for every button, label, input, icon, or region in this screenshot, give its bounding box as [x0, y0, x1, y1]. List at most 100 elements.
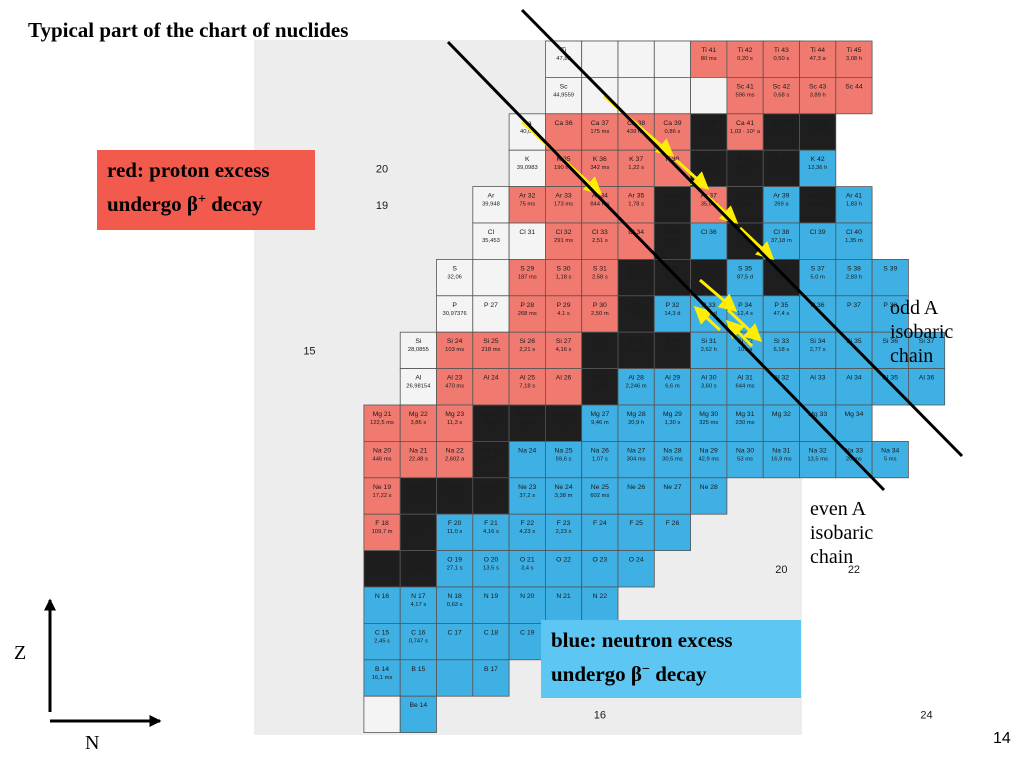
nuclide-symbol: F 19: [412, 520, 426, 527]
nuclide-symbol: Si 31: [701, 338, 717, 345]
nuclide-symbol: Na 32: [809, 447, 827, 454]
nuclide-cell: Mg 24 78,99: [472, 404, 510, 442]
neutron-excess-line2: undergo β− decay: [551, 662, 707, 686]
nuclide-symbol: Na 22: [446, 447, 464, 454]
nuclide-symbol: S: [452, 265, 457, 272]
nuclide-value: 9,46 m: [591, 420, 609, 426]
nuclide-cell: Cl 34: [617, 222, 655, 260]
nuclide-value: 187 ms: [518, 274, 537, 280]
nuclide-value: 0,135: [810, 129, 825, 135]
nuclide-symbol: K 36: [593, 156, 607, 163]
nuclide-cell: Al 25 7,18 s: [508, 368, 546, 406]
nuclide-cell: O 18 0,200: [399, 550, 437, 588]
nuclide-cell: Si 37: [908, 331, 946, 370]
nuclide-symbol: O 19: [447, 557, 462, 564]
nuclide-symbol: Cl 32: [556, 229, 572, 236]
nuclide-symbol: Si: [415, 338, 422, 345]
nuclide-symbol: S 37: [811, 265, 825, 272]
nuclide-symbol: S 31: [593, 265, 607, 272]
nuclide-symbol: O 22: [556, 557, 571, 564]
nuclide-value: 5 ms: [884, 456, 897, 462]
nuclide-symbol: K 42: [811, 156, 825, 163]
nuclide-value: 218 ms: [481, 347, 500, 353]
nuclide-cell: Cl 35,453: [472, 222, 510, 260]
nuclide-symbol: Na 30: [736, 447, 754, 454]
nuclide-cell: Na 28 30,5 ms: [653, 440, 691, 479]
nuclide-cell: C 19: [508, 623, 546, 661]
nuclide-value: 3,86 s: [410, 420, 426, 426]
nuclide-symbol: Mg 31: [736, 411, 755, 418]
nuclide-cell: [617, 40, 655, 78]
nuclide-value: 37,2 s: [519, 493, 535, 499]
nuclide-cell: [436, 659, 474, 697]
nuclide-value: 100: [414, 529, 424, 535]
nuclide-symbol: Al 26: [556, 375, 572, 382]
nuclide-cell: N 18 0,63 s: [436, 586, 474, 624]
page-number: 14: [993, 730, 1011, 747]
nuclide-cell: Na 32 13,5 ms: [799, 440, 837, 479]
nuclide-value: 0,038: [375, 566, 390, 572]
nuclide-symbol: Cl 31: [519, 229, 535, 236]
nuclide-symbol: Ar 35: [628, 193, 644, 200]
nuclide-cell: F 19 100: [399, 513, 437, 552]
nuclide-cell: Cl 40 1,35 m: [835, 222, 873, 260]
nuclide-value: 75 ms: [519, 202, 535, 208]
nuclide-symbol: Ar 36: [664, 193, 680, 200]
nuclide-symbol: Ne 19: [373, 484, 391, 491]
nuclide-value: 325 ms: [699, 420, 718, 426]
nuclide-symbol: Al: [415, 375, 422, 382]
nuclide-value: 1,83 h: [846, 202, 862, 208]
nuclide-cell: K 40 0,0117: [726, 149, 764, 187]
nuclide-cell: Ca 40 96,941: [690, 113, 728, 151]
decay-arrow: [693, 305, 722, 332]
nuclide-symbol: Ti 44: [810, 47, 825, 54]
nuclide-cell: Ar 33 173 ms: [545, 186, 583, 224]
nuclide-cell: Ar 36 0,337: [653, 186, 691, 224]
nuclide-symbol: Ne 28: [700, 484, 718, 491]
nuclide-cell: Ne 28: [690, 477, 728, 515]
nuclide-value: 596 ms: [736, 92, 755, 98]
nuclide-symbol: Si 27: [556, 338, 572, 345]
nuclide-cell: O 23: [581, 550, 619, 588]
nuclide-symbol: Mg 22: [409, 411, 428, 418]
nuclide-cell: Si 28,0855: [399, 331, 437, 370]
nuclide-cell: S 33 0,75: [653, 258, 691, 297]
nuclide-value: 230 ms: [736, 420, 755, 426]
nuclide-cell: Mg 28 20,9 h: [617, 404, 655, 442]
nuclide-symbol: Al 25: [520, 375, 536, 382]
nuclide-value: 2,21 s: [519, 347, 535, 353]
nuclide-symbol: Si 28: [592, 338, 608, 345]
nuclide-value: 100: [595, 384, 605, 390]
nuclide-cell: Ne 24 3,38 m: [545, 477, 583, 515]
nuclide-value: 1,35 m: [845, 238, 863, 244]
nuclide-cell: F 24: [581, 513, 619, 552]
nuclide-symbol: Si 26: [520, 338, 536, 345]
decay-arrow: [738, 226, 775, 261]
nuclide-symbol: Ar 38: [737, 193, 753, 200]
nuclide-symbol: Ar 40: [810, 193, 826, 200]
nuclide-symbol: F 21: [484, 520, 498, 527]
nuclide-cell: N 21: [545, 586, 583, 624]
neutron-excess-line1: blue: neutron excess: [551, 628, 733, 652]
nuclide-value: 122,5 ms: [370, 420, 394, 426]
nuclide-value: 4,1 s: [557, 311, 570, 317]
nuclide-cell: C 18: [472, 623, 510, 661]
nuclide-cell: Cl 33 2,51 s: [581, 222, 619, 260]
nuclide-symbol: O 23: [592, 557, 607, 564]
nuclide-symbol: N 22: [593, 593, 608, 600]
nuclide-symbol: Ar 39: [773, 193, 789, 200]
nuclide-value: 4,21: [703, 274, 714, 280]
nuclide-cell: Si 25 218 ms: [472, 331, 510, 370]
grid-number: 24: [920, 709, 932, 721]
nuclide-cell: O 19 27,1 s: [436, 550, 474, 588]
nuclide-cell: S 32 95,02: [617, 258, 655, 297]
nuclide-value: 28,0855: [408, 347, 429, 353]
nuclide-cell: P 38: [871, 295, 909, 333]
nuclide-value: 0,0117: [736, 165, 753, 171]
nuclide-value: 0,02: [776, 274, 787, 280]
nuclide-symbol: Sc: [560, 83, 569, 90]
nuclide-symbol: Mg 26: [554, 411, 573, 418]
